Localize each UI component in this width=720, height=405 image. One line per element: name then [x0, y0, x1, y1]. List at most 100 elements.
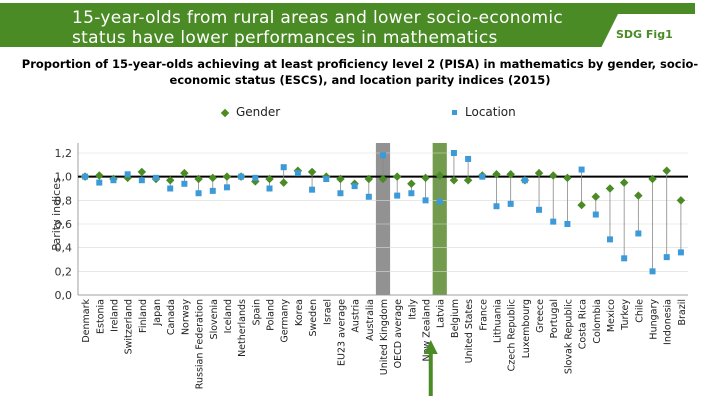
gender-point: [634, 191, 643, 200]
x-category-label: EU23 average: [336, 299, 347, 366]
gender-point: [307, 167, 317, 177]
gender-point: [463, 175, 473, 185]
location-point: [663, 254, 670, 261]
location-point: [536, 206, 543, 213]
gender-point: [95, 171, 104, 180]
x-category-label: Estonia: [95, 299, 106, 334]
x-category-label: Greece: [535, 299, 546, 333]
y-axis-label: Parity indices: [50, 177, 63, 251]
gender-point: [506, 170, 515, 179]
location-point: [649, 268, 656, 275]
x-category-label: Canada: [166, 299, 177, 335]
location-point: [181, 180, 188, 187]
location-point: [266, 185, 273, 192]
gender-point: [435, 171, 444, 180]
x-category-label: Lithuania: [492, 299, 503, 343]
header-banner: 15-year-olds from rural areas and lower …: [0, 0, 720, 50]
x-category-label: New Zealand: [422, 299, 433, 361]
highlight-band-united-kingdom: [375, 143, 391, 295]
location-point: [365, 193, 372, 200]
location-point: [309, 186, 316, 193]
location-point: [621, 255, 628, 262]
gender-point: [222, 172, 232, 181]
legend-location-label: Location: [465, 105, 516, 119]
gender-point: [591, 192, 601, 202]
x-category-label: Slovak Republic: [563, 299, 574, 374]
x-category-label: Czech Republic: [507, 299, 518, 371]
location-point: [195, 190, 202, 197]
gender-point: [137, 167, 147, 177]
x-category-label: Poland: [266, 299, 277, 331]
gender-point: [208, 173, 218, 183]
y-tick-label: 0,4: [55, 242, 73, 255]
y-tick-label: 0,8: [55, 194, 73, 207]
location-point: [138, 177, 145, 184]
location-point: [408, 190, 415, 197]
y-tick-label: 1,0: [55, 171, 73, 184]
x-category-label: Chile: [634, 299, 645, 323]
location-point: [493, 203, 500, 210]
location-point: [82, 173, 89, 180]
location-point: [479, 173, 486, 180]
legend-gender-label: Gender: [236, 105, 281, 119]
gender-point: [279, 178, 288, 187]
x-category-label: Spain: [251, 299, 262, 326]
gender-point: [392, 172, 402, 181]
x-category-label: OECD average: [393, 299, 404, 368]
location-point: [465, 155, 472, 162]
x-category-label: Latvia: [436, 299, 447, 328]
figure-badge: [600, 14, 696, 50]
location-point: [592, 211, 599, 218]
x-category-label: Colombia: [592, 299, 603, 344]
location-point: [422, 197, 429, 204]
location-point: [337, 190, 344, 197]
x-category-label: Switzerland: [124, 299, 135, 354]
legend-gender: Gender: [220, 105, 281, 119]
gender-point: [662, 166, 671, 175]
x-category-label: Turkey: [620, 299, 631, 331]
y-tick-label: 0,2: [55, 265, 73, 278]
location-point: [606, 236, 613, 243]
location-point: [564, 221, 571, 227]
legend-location: Location: [452, 105, 516, 119]
highlight-arrow-head: [423, 340, 438, 354]
location-point: [521, 177, 528, 184]
location-point: [550, 218, 557, 225]
x-category-label: Luxembourg: [521, 299, 532, 358]
location-point: [153, 174, 160, 181]
location-point: [351, 183, 358, 190]
x-category-label: Denmark: [81, 299, 92, 343]
gender-point: [265, 174, 274, 184]
x-category-label: Australia: [365, 299, 376, 341]
gender-point: [563, 173, 572, 183]
figure-badge-label: SDG Fig1: [616, 28, 673, 41]
gender-point: [676, 196, 686, 205]
x-category-label: Brazil: [677, 299, 688, 326]
x-category-label: France: [478, 299, 489, 331]
gender-point: [407, 179, 416, 189]
gender-point: [194, 174, 203, 184]
x-category-label: Costa Rica: [578, 299, 589, 349]
x-category-label: Sweden: [308, 299, 319, 337]
x-category-label: Japan: [152, 299, 163, 327]
gender-point: [336, 174, 345, 184]
x-category-label: Korea: [294, 299, 305, 326]
location-point: [635, 230, 642, 237]
x-category-label: Italy: [407, 299, 418, 320]
header-band: [0, 3, 695, 47]
location-point: [380, 152, 386, 159]
highlight-band-latvia: [432, 143, 447, 295]
x-category-label: Iceland: [223, 299, 234, 333]
location-point: [323, 176, 330, 183]
gender-point: [492, 170, 501, 179]
x-category-label: Austria: [351, 299, 362, 333]
x-category-label: Hungary: [649, 299, 660, 340]
x-category-label: Russian Federation: [195, 299, 206, 389]
location-point: [677, 249, 684, 256]
location-point: [436, 198, 443, 205]
y-tick-label: 1,2: [55, 147, 73, 160]
location-point: [507, 200, 514, 207]
gender-point: [378, 174, 388, 184]
x-category-label: Ireland: [109, 299, 120, 332]
